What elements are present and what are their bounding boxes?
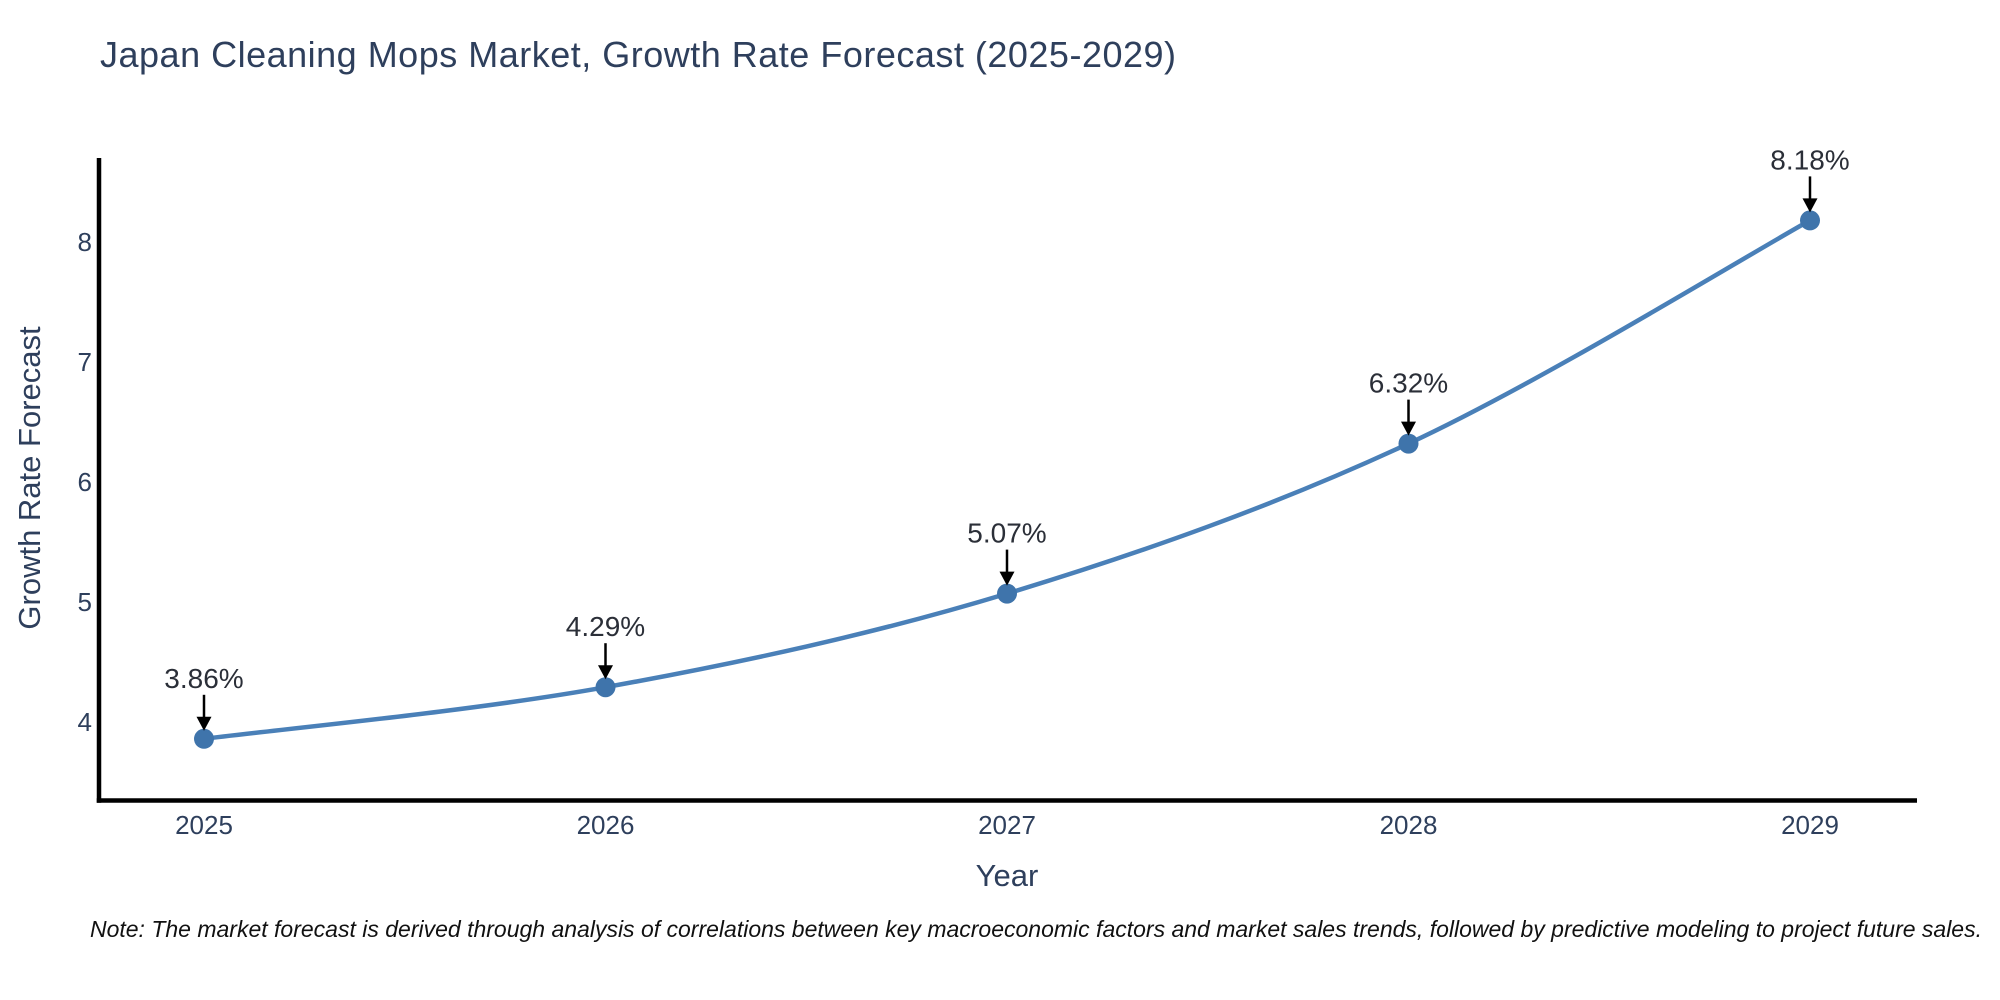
x-tick-label-2026: 2026 bbox=[577, 810, 635, 840]
annotation-arrowhead-2026 bbox=[598, 665, 613, 680]
annotation-label-2028: 6.32% bbox=[1369, 368, 1448, 399]
x-tick-label-2029: 2029 bbox=[1781, 810, 1839, 840]
x-tick-label-2028: 2028 bbox=[1380, 810, 1438, 840]
x-tick-label-2025: 2025 bbox=[175, 810, 233, 840]
y-axis-title: Growth Rate Forecast bbox=[12, 326, 47, 630]
annotation-label-2027: 5.07% bbox=[967, 518, 1046, 549]
data-point-marker-2026 bbox=[595, 677, 616, 698]
data-point-marker-2029 bbox=[1800, 210, 1820, 231]
data-point-marker-2025 bbox=[194, 728, 214, 749]
data-point-marker-2028 bbox=[1398, 433, 1419, 454]
chart-title: Japan Cleaning Mops Market, Growth Rate … bbox=[100, 34, 1177, 75]
x-axis-title: Year bbox=[975, 858, 1039, 893]
y-tick-label-4: 4 bbox=[78, 707, 92, 737]
annotation-arrowhead-2029 bbox=[1802, 198, 1818, 213]
annotation-label-2029: 8.18% bbox=[1770, 144, 1849, 175]
y-tick-label-7: 7 bbox=[78, 347, 92, 377]
annotation-label-2026: 4.29% bbox=[566, 611, 645, 642]
forecast-trend-line bbox=[201, 218, 1813, 742]
chart-footnote: Note: The market forecast is derived thr… bbox=[89, 916, 1982, 942]
annotation-label-2025: 3.86% bbox=[164, 663, 243, 694]
annotation-arrowhead-2027 bbox=[999, 571, 1015, 586]
y-tick-label-8: 8 bbox=[78, 227, 92, 257]
x-tick-label-2027: 2027 bbox=[978, 810, 1036, 840]
y-tick-label-6: 6 bbox=[78, 467, 92, 497]
annotation-arrowhead-2028 bbox=[1401, 421, 1416, 436]
y-tick-label-5: 5 bbox=[78, 587, 92, 617]
annotation-arrowhead-2025 bbox=[196, 716, 212, 731]
data-point-marker-2027 bbox=[997, 583, 1017, 604]
